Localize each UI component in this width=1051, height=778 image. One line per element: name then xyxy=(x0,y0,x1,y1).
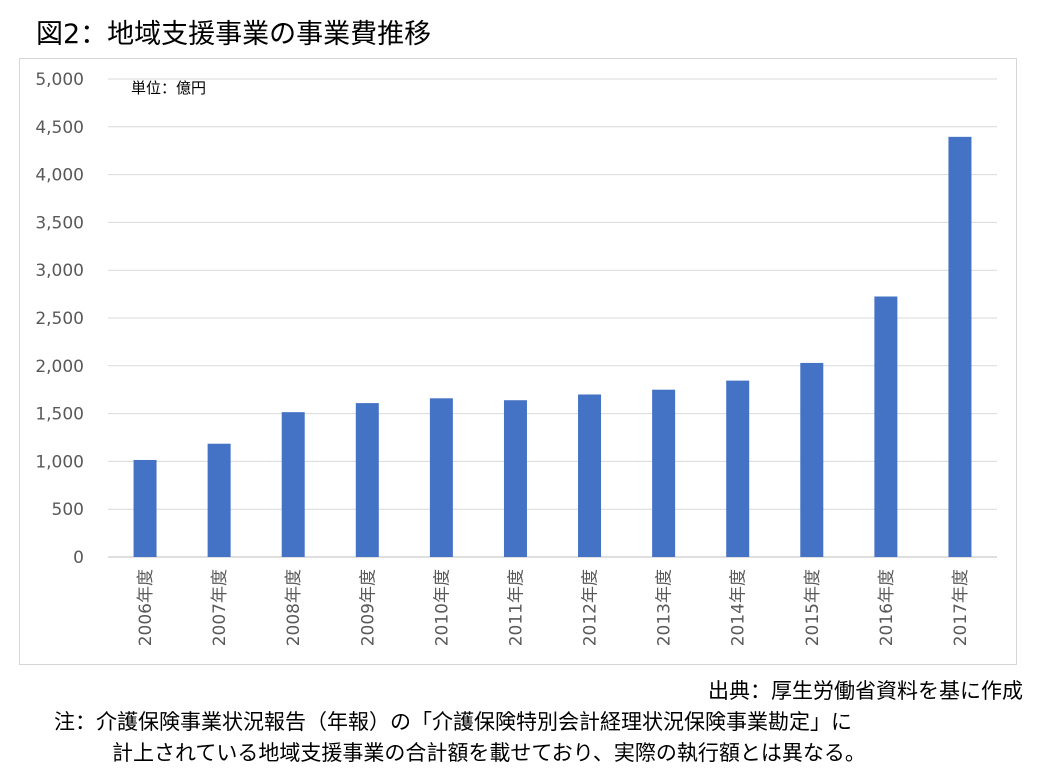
x-tick-label: 2011年度 xyxy=(506,569,526,646)
bar xyxy=(429,398,453,557)
y-tick-label: 3,000 xyxy=(35,261,84,281)
source-note: 出典：厚生労働省資料を基に作成 xyxy=(708,676,1023,707)
bar xyxy=(800,362,824,557)
x-tick-label: 2007年度 xyxy=(210,569,230,646)
unit-label: 単位：億円 xyxy=(131,79,206,97)
source-text: 出典：厚生労働省資料を基に作成 xyxy=(708,679,1023,703)
x-tick-label: 2014年度 xyxy=(729,569,749,646)
y-tick-label: 4,500 xyxy=(35,118,84,138)
footnote-line-2: 計上されている地域支援事業の合計額を載せており、実際の執行額とは異なる。 xyxy=(112,741,866,765)
y-tick-label: 4,000 xyxy=(35,166,84,186)
y-tick-label: 5,000 xyxy=(35,70,84,90)
x-tick-label: 2013年度 xyxy=(655,569,675,646)
y-tick-label: 2,500 xyxy=(35,309,84,329)
bar xyxy=(726,380,750,557)
x-tick-label: 2016年度 xyxy=(877,569,897,646)
x-tick-label: 2008年度 xyxy=(284,569,304,646)
y-tick-label: 2,000 xyxy=(35,357,84,377)
y-tick-label: 3,500 xyxy=(35,213,84,233)
bar xyxy=(948,136,972,557)
bar xyxy=(652,389,676,557)
bar xyxy=(503,400,527,557)
y-tick-label: 0 xyxy=(73,548,84,568)
x-tick-label: 2010年度 xyxy=(432,569,452,646)
x-tick-label: 2015年度 xyxy=(803,569,823,646)
y-tick-label: 1,500 xyxy=(35,405,84,425)
y-tick-label: 500 xyxy=(52,500,84,520)
bar xyxy=(578,394,602,557)
x-tick-label: 2012年度 xyxy=(581,569,601,646)
bar xyxy=(281,412,305,557)
chart-area: 0 500 1,000 1,500 2,000 2,500 3,000 3,500 4,000 4… xyxy=(19,58,1017,665)
bar xyxy=(874,296,898,557)
bar xyxy=(207,443,231,557)
bar-chart: 0 500 1,000 1,500 2,000 2,500 3,000 3,500 4,000 4… xyxy=(35,70,997,646)
bar xyxy=(133,459,157,557)
figure-title: 図2：地域支援事業の事業費推移 xyxy=(36,19,432,50)
y-tick-label: 1,000 xyxy=(35,452,84,472)
x-tick-label: 2006年度 xyxy=(136,569,156,646)
x-tick-label: 2017年度 xyxy=(951,569,971,646)
footnote: 注：介護保険事業状況報告（年報）の「介護保険特別会計経理状況保険事業勘定」に 計… xyxy=(54,707,866,769)
x-tick-label: 2009年度 xyxy=(358,569,378,646)
footnote-line-1: 注：介護保険事業状況報告（年報）の「介護保険特別会計経理状況保険事業勘定」に xyxy=(54,710,852,734)
bar xyxy=(355,403,379,557)
